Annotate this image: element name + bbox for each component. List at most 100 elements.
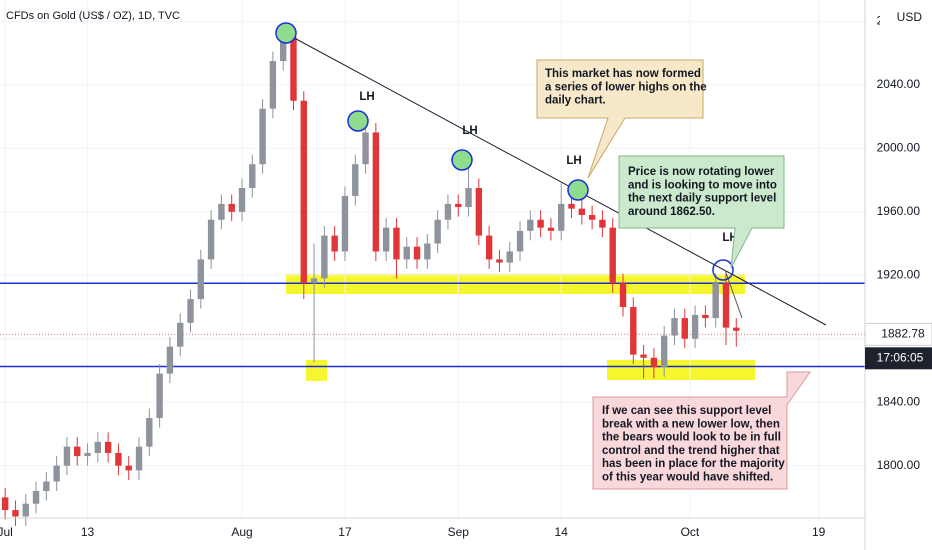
candle-body [516, 230, 524, 252]
y-tick-label: 1920.00 [877, 267, 921, 281]
candle-body [465, 188, 472, 208]
lh-label: LH [359, 91, 374, 103]
countdown-box [865, 347, 932, 370]
support-zone [607, 360, 755, 380]
lh-label: LH [566, 155, 581, 167]
candle-body [300, 100, 307, 284]
currency-box [880, 8, 932, 28]
candle-body [166, 346, 174, 374]
candle-body [125, 465, 132, 471]
annotation-text: the bears would look to be in full [602, 432, 781, 444]
resistance-zone [286, 274, 745, 294]
countdown-label: 17:06:05 [877, 350, 924, 364]
candle-body [362, 132, 369, 165]
candle-body [177, 322, 184, 347]
candle-body [279, 37, 287, 62]
high-marker [347, 110, 369, 132]
annotation-text: control and the trend higher that [602, 445, 780, 457]
lh-label: LH [462, 125, 477, 137]
candle-body [578, 208, 586, 215]
candle-body [104, 441, 112, 453]
drawings: LH LH LH LH [275, 22, 827, 490]
candle-body [444, 203, 452, 220]
candle-body [722, 283, 730, 328]
candle-body [74, 446, 81, 457]
candle-body [290, 37, 297, 101]
candle-body [733, 327, 740, 331]
annotation-text: of this year would have shifted. [602, 472, 773, 484]
x-tick-label: 17 [338, 525, 352, 539]
candle-body [681, 318, 688, 339]
candle-body [506, 251, 513, 263]
candle-body [22, 503, 29, 517]
candle-body [146, 418, 153, 447]
candle-body [537, 219, 544, 228]
annotation-text: This market has now formed [545, 68, 701, 80]
y-tick-label: 1800.00 [877, 458, 921, 472]
zones [286, 274, 755, 381]
candle-body [372, 132, 380, 252]
candle-body [259, 108, 266, 165]
candle-body [393, 227, 400, 260]
callout [592, 371, 811, 490]
annotation-text: a series of lower highs on the [545, 81, 707, 93]
price-axis [865, 0, 932, 550]
candle-body [238, 188, 246, 212]
candle-body [187, 299, 194, 323]
support-zone [306, 360, 327, 381]
candle-body [341, 195, 349, 252]
candle-body [115, 452, 122, 466]
candle-body [640, 354, 647, 358]
candle-body [588, 214, 596, 220]
candle-body [135, 446, 143, 471]
annotation-text: Price is now rotating lower [628, 166, 775, 178]
candle-body [197, 259, 205, 300]
candle-body [558, 203, 565, 231]
x-tick-label: 13 [81, 525, 95, 539]
x-tick-label: Sep [448, 525, 470, 539]
candle-body [650, 357, 658, 368]
candle-body [1, 497, 9, 511]
x-tick-label: 14 [555, 525, 569, 539]
y-tick-label: 1960.00 [877, 204, 921, 218]
callout [536, 59, 704, 179]
candle-body [207, 219, 215, 260]
y-tick-label: 2040.00 [877, 77, 921, 91]
candle-body [43, 481, 50, 492]
currency-label: USD [897, 10, 923, 24]
candle-body [269, 61, 277, 109]
annotation-text: the next daily support level [628, 193, 776, 205]
candle-body [702, 314, 709, 319]
x-tick-label: Oct [681, 525, 700, 539]
high-marker [275, 22, 297, 44]
candle-body [228, 203, 235, 212]
x-tick-label: Aug [231, 525, 252, 539]
high-marker [567, 179, 589, 201]
candle-body [156, 373, 163, 419]
y-tick-label: 1840.00 [877, 394, 921, 408]
candle-body [547, 227, 555, 231]
trend-line [284, 32, 827, 326]
x-tick-label: 19 [812, 525, 826, 539]
candle-body [218, 203, 225, 220]
candle-body [475, 188, 483, 236]
candle-body [84, 452, 91, 457]
candle-body [455, 203, 462, 208]
candle-body [671, 318, 678, 336]
candle-body [94, 441, 102, 453]
candle-body [496, 259, 503, 263]
candle-body [434, 219, 441, 244]
annotation-text: and is looking to move into [628, 179, 777, 191]
last-price-box [864, 322, 932, 346]
callout [618, 155, 785, 269]
candle-body [527, 219, 534, 231]
candle-body [619, 283, 627, 307]
chart-title: CFDs on Gold (US$ / OZ), 1D, TVC [6, 10, 180, 22]
x-tick-label: Jul [0, 525, 13, 539]
candle-body [12, 510, 19, 517]
annotation-text: has been in place for the majority [602, 458, 785, 470]
candle-body [660, 335, 668, 368]
candle-body [249, 164, 256, 189]
candle-body [53, 465, 60, 482]
